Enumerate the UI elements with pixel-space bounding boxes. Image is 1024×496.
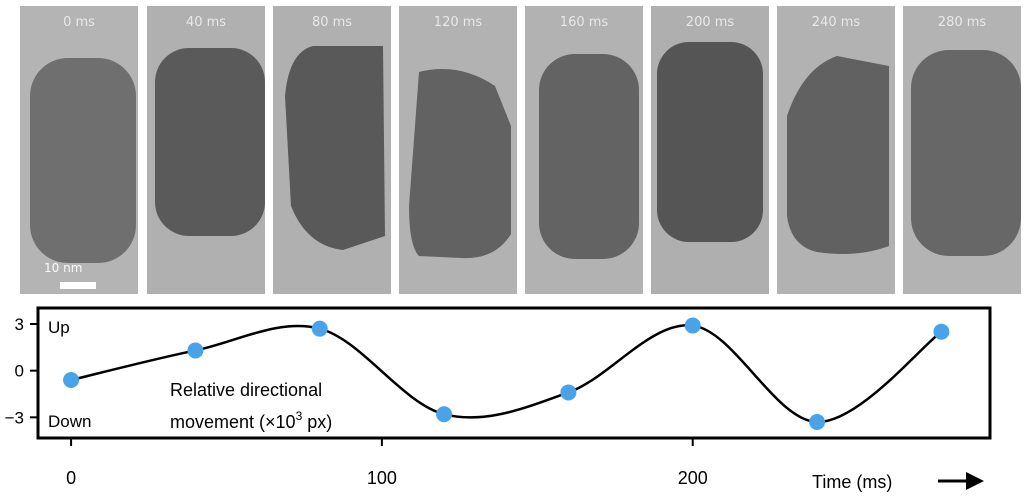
data-point-80ms bbox=[311, 320, 328, 337]
frame-time-label: 160 ms bbox=[559, 15, 609, 30]
data-point-40ms bbox=[187, 342, 204, 359]
x-tick-label: 200 bbox=[678, 468, 708, 488]
annotation-up: Up bbox=[48, 318, 70, 337]
y-tick-label: −3 bbox=[5, 408, 24, 427]
micrograph-strip: 0 ms 10 nm 40 ms 80 ms 120 ms 160 ms bbox=[20, 6, 1021, 294]
data-point-280ms bbox=[933, 323, 950, 340]
x-axis-label: Time (ms) bbox=[812, 472, 892, 492]
y-label-superscript: 3 bbox=[296, 409, 303, 423]
movement-chart: 3 0 −3 0 100 200 Up Down Relative directiona… bbox=[5, 306, 992, 492]
frame-time-label: 0 ms bbox=[63, 15, 95, 30]
scale-bar bbox=[60, 282, 96, 289]
frame-time-label: 200 ms bbox=[685, 15, 735, 30]
y-label-part: movement (×10 bbox=[170, 412, 296, 432]
x-tick-label: 100 bbox=[367, 468, 397, 488]
micrograph-frame-0ms: 0 ms 10 nm bbox=[20, 6, 138, 294]
frame-time-label: 80 ms bbox=[311, 15, 353, 30]
plot-frame bbox=[36, 306, 992, 440]
y-tick-label: 3 bbox=[15, 315, 24, 334]
micrograph-image bbox=[525, 6, 643, 294]
y-label-line1: Relative directional bbox=[170, 380, 322, 400]
x-axis: 0 100 200 bbox=[66, 438, 708, 488]
micrograph-frame-120ms: 120 ms bbox=[399, 6, 517, 294]
x-tick-label: 0 bbox=[66, 468, 76, 488]
y-label-unit: px) bbox=[302, 412, 332, 432]
series-line bbox=[70, 324, 943, 424]
micrograph-image bbox=[903, 6, 1021, 294]
micrograph-frame-160ms: 160 ms bbox=[525, 6, 643, 294]
micrograph-image bbox=[20, 6, 138, 294]
micrograph-image bbox=[147, 6, 265, 294]
micrograph-frame-200ms: 200 ms bbox=[651, 6, 769, 294]
data-point-0ms bbox=[63, 372, 80, 388]
micrograph-image bbox=[399, 6, 517, 294]
micrograph-image bbox=[777, 6, 895, 294]
data-points bbox=[63, 317, 950, 430]
micrograph-image bbox=[273, 6, 391, 294]
frame-time-label: 240 ms bbox=[811, 15, 861, 30]
y-axis: 3 0 −3 bbox=[5, 315, 38, 427]
micrograph-frame-80ms: 80 ms bbox=[273, 6, 391, 294]
micrograph-image bbox=[651, 6, 769, 294]
micrograph-frame-240ms: 240 ms bbox=[777, 6, 895, 294]
y-label-line2: movement (×103 px) bbox=[170, 409, 332, 432]
arrow-right-icon bbox=[938, 472, 984, 490]
frame-time-label: 120 ms bbox=[433, 15, 483, 30]
annotation-down: Down bbox=[48, 412, 91, 431]
data-point-120ms bbox=[436, 406, 453, 423]
micrograph-frame-280ms: 280 ms bbox=[903, 6, 1021, 294]
micrograph-frame-40ms: 40 ms bbox=[147, 6, 265, 294]
frame-time-label: 280 ms bbox=[937, 15, 987, 30]
data-point-200ms bbox=[684, 317, 701, 334]
scale-bar-label: 10 nm bbox=[44, 261, 83, 275]
y-tick-label: 0 bbox=[15, 362, 24, 381]
data-point-240ms bbox=[809, 414, 826, 430]
data-point-160ms bbox=[560, 384, 577, 401]
frame-time-label: 40 ms bbox=[185, 15, 227, 30]
